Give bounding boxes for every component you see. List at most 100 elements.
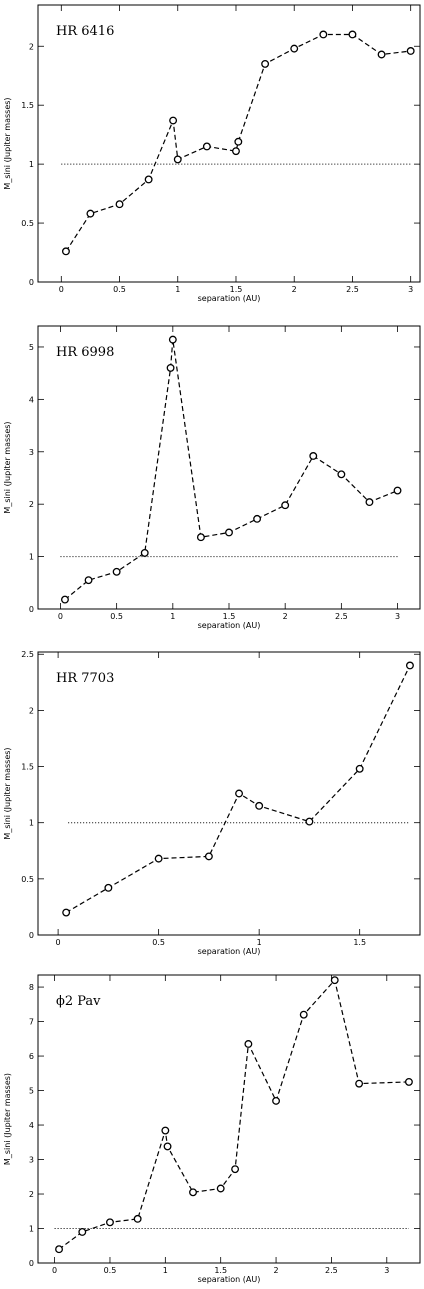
x-tick-label: 1: [163, 1266, 168, 1275]
data-point: [169, 116, 178, 125]
plot-frame: [37, 4, 421, 283]
data-point: [216, 1184, 225, 1193]
x-tick-label: 1.5: [214, 1266, 227, 1275]
y-tick-label: 3: [29, 448, 34, 457]
y-tick-label: 0: [29, 1259, 34, 1268]
x-tick-label: 0: [58, 612, 63, 621]
data-point: [405, 661, 414, 670]
data-point: [189, 1188, 197, 1197]
data-point: [154, 854, 163, 863]
data-point: [168, 335, 177, 344]
y-axis-label: M_sini (Jupiter masses): [3, 97, 12, 189]
data-point: [406, 47, 415, 55]
data-point: [112, 567, 121, 576]
data-point: [377, 50, 386, 59]
y-axis-label: M_sini (Jupiter masses): [3, 421, 12, 513]
series-line: [64, 339, 398, 601]
data-point: [140, 548, 149, 557]
x-tick-label: 0: [59, 285, 64, 294]
panel-title: HR 6416: [56, 24, 114, 39]
data-point: [163, 1142, 172, 1151]
data-point: [235, 789, 244, 798]
data-point: [348, 30, 357, 39]
y-tick-label: 8: [29, 983, 34, 992]
series-line: [65, 665, 411, 914]
data-point: [62, 908, 71, 917]
panel-title: ϕ2 Pav: [56, 994, 101, 1009]
x-tick-label: 0.5: [113, 285, 126, 294]
chart-panel-2: 0 0.5 1 1.5 2 2.5 3 0 1 2 3 4 5 separation (AU) M_sini…: [3, 325, 421, 630]
y-axis-label: M_sini (Jupiter masses): [3, 747, 12, 839]
x-axis-label: separation (AU): [198, 1275, 261, 1284]
data-point: [281, 501, 290, 510]
data-point: [231, 1165, 240, 1174]
data-point: [365, 498, 374, 507]
data-point: [161, 1126, 170, 1135]
y-tick-label: 0.5: [21, 219, 34, 228]
series-line: [65, 33, 411, 252]
data-point: [55, 1245, 63, 1254]
data-point: [144, 175, 153, 184]
data-point: [330, 976, 339, 985]
x-tick-label: 1: [170, 612, 175, 621]
y-tick-label: 5: [29, 1087, 34, 1096]
data-point: [319, 30, 328, 39]
y-tick-label: 3: [29, 1156, 34, 1165]
data-point: [225, 528, 233, 537]
data-point: [234, 137, 243, 146]
data-point: [86, 209, 95, 218]
data-point: [393, 486, 402, 495]
y-tick-label: 1: [29, 819, 34, 828]
x-axis-label: separation (AU): [198, 621, 261, 630]
data-point: [204, 852, 213, 861]
y-axis-label: M_sini (Jupiter masses): [3, 1073, 12, 1165]
data-point: [133, 1214, 142, 1223]
x-tick-label: 3: [395, 612, 400, 621]
y-tick-label: 6: [29, 1052, 34, 1061]
y-tick-label: 1: [29, 553, 34, 562]
y-tick-label: 1: [29, 160, 34, 169]
data-point: [84, 576, 93, 585]
data-point: [255, 801, 264, 810]
y-tick-label: 1: [29, 1225, 34, 1234]
data-point: [232, 147, 240, 156]
series-line: [58, 978, 409, 1250]
x-tick-label: 2.5: [325, 1266, 338, 1275]
x-tick-label: 0.5: [110, 612, 123, 621]
plot-frame: [37, 325, 421, 610]
x-tick-label: 3: [384, 1266, 389, 1275]
data-point: [355, 1079, 364, 1088]
x-tick-label: 1.5: [230, 285, 243, 294]
x-tick-label: 1: [175, 285, 180, 294]
data-point: [104, 883, 113, 892]
data-point: [244, 1040, 253, 1048]
y-tick-label: 7: [29, 1018, 34, 1027]
x-tick-label: 2: [274, 1266, 279, 1275]
y-tick-label: 2: [29, 1190, 34, 1199]
y-tick-label: 2.5: [21, 650, 34, 659]
y-tick-label: 4: [29, 395, 34, 404]
data-point: [337, 470, 346, 479]
data-point: [202, 142, 211, 151]
x-tick-label: 3: [408, 285, 413, 294]
data-point: [78, 1228, 87, 1236]
data-point: [173, 155, 182, 164]
x-tick-label: 1.5: [223, 612, 236, 621]
data-point: [61, 595, 69, 604]
panel-title: HR 7703: [56, 671, 114, 686]
data-point: [299, 1010, 308, 1019]
data-point: [404, 1077, 413, 1086]
y-tick-label: 2: [29, 706, 34, 715]
data-point: [106, 1218, 114, 1227]
data-point: [309, 452, 318, 460]
plot-frame: [37, 651, 421, 936]
data-point: [62, 247, 70, 256]
x-tick-label: 2: [292, 285, 297, 294]
panel-title: HR 6998: [56, 345, 114, 360]
x-tick-label: 1.5: [353, 938, 366, 947]
data-point: [253, 514, 262, 523]
x-tick-label: 2: [283, 612, 288, 621]
x-axis-label: separation (AU): [198, 947, 261, 956]
x-tick-label: 2.5: [335, 612, 348, 621]
